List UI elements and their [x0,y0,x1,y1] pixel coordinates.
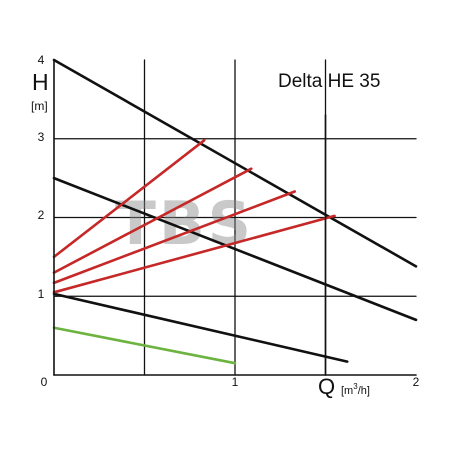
y-axis-unit: [m] [31,99,48,113]
series-line-8 [52,326,237,365]
series-line-2 [52,176,418,322]
x-axis-unit: [m3/h] [341,382,370,397]
series-line-3 [52,292,349,363]
series-line-6 [52,190,297,285]
series-lines [52,58,418,365]
series-line-7 [52,214,336,294]
y-tick-label-3: 3 [38,130,45,144]
chart-title: Delta HE 35 [278,71,380,92]
x-tick-label-1: 1 [232,375,239,389]
x-axis-unit-exponent: 3 [353,382,358,391]
series-line-4 [52,139,206,259]
x-axis-symbol: Q [318,374,335,399]
y-tick-label-4: 4 [38,53,45,67]
series-line-5 [52,167,253,274]
x-axis-unit-suffix: /h] [358,385,370,397]
y-tick-label-1: 1 [38,287,45,301]
x-axis-unit-prefix: [m [341,385,353,397]
y-tick-label-2: 2 [38,208,45,222]
labels: Delta HE 35 H [m] Q [m3/h] 0 1 2 1 2 3 4 [31,53,420,399]
axes [53,59,417,376]
x-tick-label-2: 2 [413,375,420,389]
y-axis-symbol: H [32,69,49,95]
series-line-1 [52,58,418,268]
origin-label: 0 [41,375,48,389]
